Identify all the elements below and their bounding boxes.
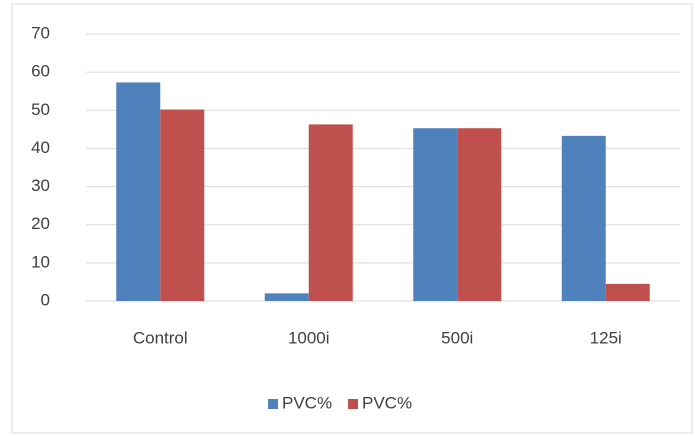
bar xyxy=(457,128,502,301)
legend-swatch xyxy=(348,399,358,409)
bar xyxy=(160,109,205,301)
y-tick-label: 40 xyxy=(31,138,50,157)
bar xyxy=(264,293,309,301)
y-tick-label: 50 xyxy=(31,100,50,119)
x-tick-label: 500i xyxy=(441,328,473,347)
y-tick-label: 30 xyxy=(31,176,50,195)
bar xyxy=(116,82,161,301)
legend-swatch xyxy=(268,399,278,409)
y-tick-label: 0 xyxy=(41,290,50,309)
y-tick-label: 10 xyxy=(31,252,50,271)
y-tick-label: 70 xyxy=(31,23,50,42)
y-tick-label: 60 xyxy=(31,62,50,81)
legend-label: PVC% xyxy=(282,393,332,412)
x-tick-label: 1000i xyxy=(288,328,330,347)
y-tick-label: 20 xyxy=(31,214,50,233)
bar xyxy=(308,124,353,301)
bar xyxy=(605,283,650,301)
x-tick-label: Control xyxy=(133,328,188,347)
bar xyxy=(561,135,606,301)
bar xyxy=(413,128,458,301)
legend-label: PVC% xyxy=(362,393,412,412)
x-tick-label: 125i xyxy=(590,328,622,347)
